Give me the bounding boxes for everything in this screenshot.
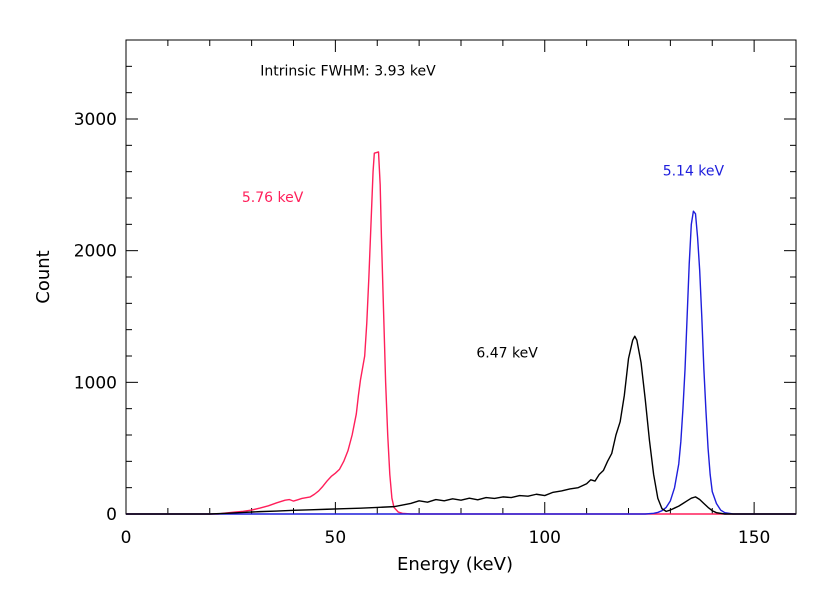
x-tick-label: 100 (529, 528, 561, 548)
x-tick-label: 150 (738, 528, 770, 548)
peak-fwhm-label: 5.14 keV (663, 164, 725, 180)
series-line-2 (126, 335, 796, 515)
y-tick-label: 0 (106, 505, 117, 525)
y-axis-title: Count (33, 250, 54, 303)
y-tick-label: 3000 (74, 110, 117, 130)
peak-fwhm-label: 5.76 keV (242, 190, 304, 206)
series-line-1 (126, 210, 796, 515)
series-line-0 (126, 151, 796, 515)
x-tick-label: 0 (121, 528, 132, 548)
chart-title: Intrinsic FWHM: 3.93 keV (260, 64, 436, 80)
chart-annotations: Intrinsic FWHM: 3.93 keV 5.76 keV 5.14 keV… (242, 64, 725, 362)
x-axis-title: Energy (keV) (397, 554, 513, 575)
axis-ticks (125, 39, 797, 515)
y-tick-label: 2000 (74, 242, 117, 262)
y-tick-label: 1000 (74, 373, 117, 393)
data-series (126, 151, 796, 515)
peak-fwhm-label: 6.47 keV (476, 345, 538, 361)
x-tick-label: 50 (325, 528, 347, 548)
axis-tick-labels: 0 50 100 150 0 1000 2000 3000 (74, 110, 771, 548)
plot-frame (125, 39, 797, 515)
